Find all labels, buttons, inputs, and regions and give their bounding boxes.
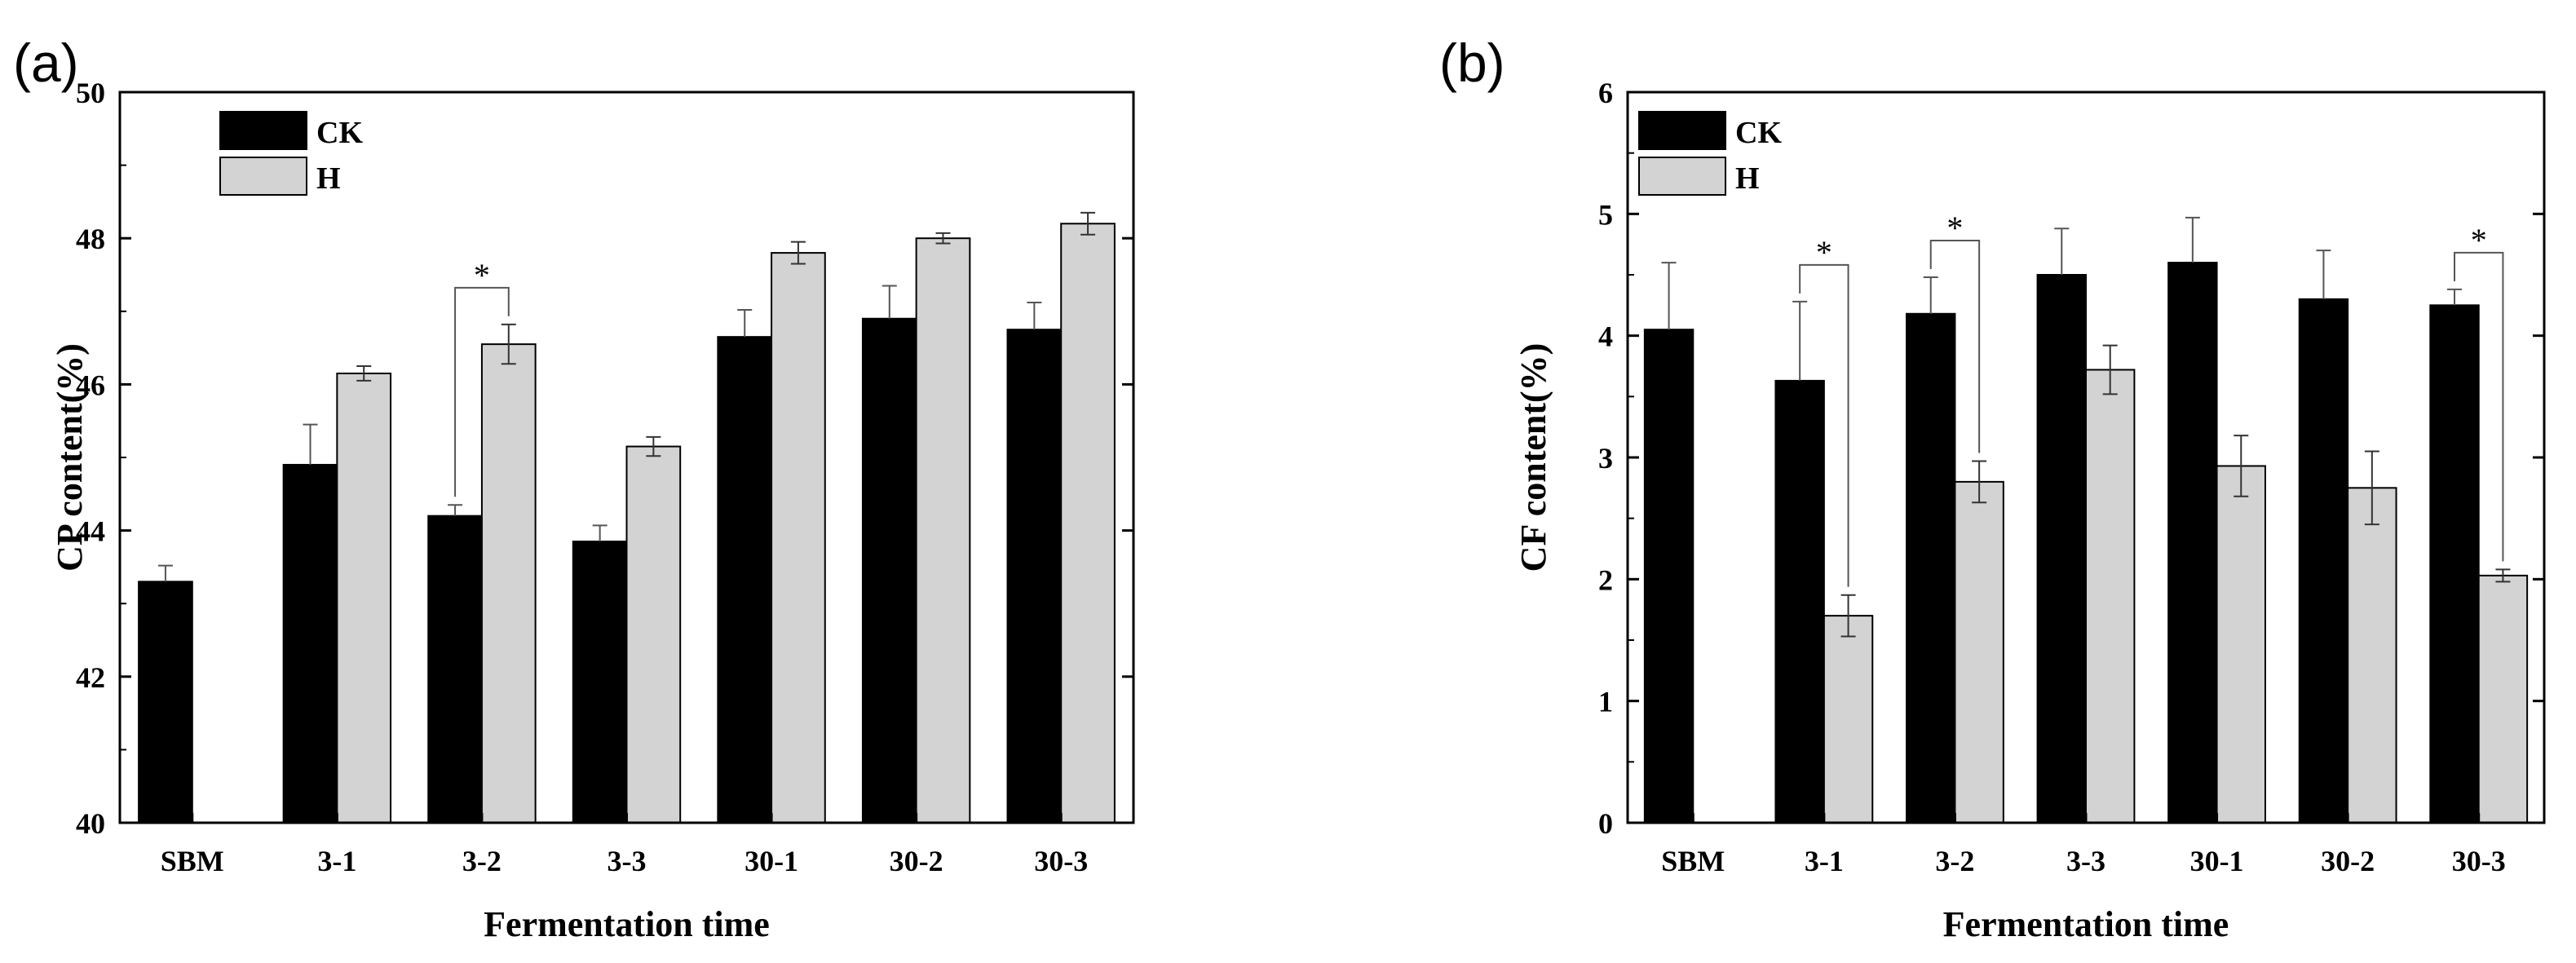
bar-ck-3-1 bbox=[1774, 379, 1825, 824]
bar-ck-3-3 bbox=[2036, 274, 2088, 824]
legend-label-h: H bbox=[1735, 161, 1760, 196]
x-tick-label-sbm: SBM bbox=[161, 845, 224, 877]
bar-h-30-2 bbox=[2347, 487, 2397, 824]
bar-h-3-1 bbox=[336, 372, 392, 824]
bar-ck-3-2 bbox=[1906, 312, 1956, 824]
legend-label-h: H bbox=[316, 161, 341, 196]
bar-h-3-2 bbox=[480, 343, 537, 824]
x-tick-label-30-1: 30-1 bbox=[2190, 845, 2244, 877]
x-tick-label-3-2: 3-2 bbox=[462, 845, 502, 877]
y-tick-label: 50 bbox=[76, 77, 105, 109]
x-tick-label-30-2: 30-2 bbox=[2321, 845, 2375, 877]
bar-h-30-1 bbox=[2216, 465, 2266, 824]
significance-mark-3-2: * bbox=[1946, 210, 1963, 246]
bar-ck-sbm bbox=[1643, 329, 1695, 824]
x-tick-label-sbm: SBM bbox=[1661, 845, 1725, 877]
significance-bracket-3-2 bbox=[1929, 239, 1981, 453]
bar-ck-3-2 bbox=[427, 515, 483, 824]
panel-label: (a) bbox=[13, 33, 79, 93]
bar-h-30-3 bbox=[1060, 223, 1116, 824]
x-axis-title: Fermentation time bbox=[484, 904, 770, 944]
y-tick-label: 48 bbox=[76, 223, 105, 255]
y-axis-title: CF content(%) bbox=[1513, 343, 1553, 572]
panel-label: (b) bbox=[1439, 33, 1505, 93]
x-tick-label-3-1: 3-1 bbox=[1805, 845, 1844, 877]
x-tick-label-3-3: 3-3 bbox=[608, 845, 647, 877]
y-tick-label: 2 bbox=[1598, 563, 1613, 596]
x-tick-label-30-3: 30-3 bbox=[2452, 845, 2506, 877]
y-tick-label: 46 bbox=[76, 369, 105, 401]
legend-swatch-ck bbox=[219, 111, 307, 150]
legend-swatch-ck bbox=[1638, 111, 1726, 150]
bar-ck-30-2 bbox=[2298, 298, 2349, 824]
significance-bracket-3-1 bbox=[1799, 263, 1849, 587]
y-tick-label: 40 bbox=[76, 807, 105, 840]
y-tick-label: 5 bbox=[1598, 198, 1613, 231]
y-tick-label: 4 bbox=[1598, 320, 1613, 353]
bar-h-30-2 bbox=[915, 237, 971, 824]
y-tick-label: 6 bbox=[1598, 77, 1613, 109]
bar-ck-30-2 bbox=[861, 317, 917, 824]
legend-label-ck: CK bbox=[316, 116, 363, 150]
bar-ck-3-3 bbox=[572, 541, 628, 824]
bar-h-3-2 bbox=[1954, 480, 2004, 824]
bar-ck-30-1 bbox=[717, 336, 773, 824]
legend-swatch-h bbox=[219, 157, 307, 196]
chart-panel-b: (b) * * * 0 1 2 3 4 5 6 SBM 3-1 3-2 3-3 30-1 30-2 30-3 Fer… bbox=[1439, 33, 2546, 944]
x-tick-label-30-3: 30-3 bbox=[1034, 845, 1088, 877]
y-tick-label: 3 bbox=[1598, 442, 1613, 475]
x-axis-title: Fermentation time bbox=[1943, 904, 2229, 944]
x-tick-label-30-1: 30-1 bbox=[745, 845, 798, 877]
bar-ck-30-3 bbox=[2429, 304, 2480, 824]
bar-ck-30-1 bbox=[2167, 262, 2218, 824]
x-tick-label-30-2: 30-2 bbox=[890, 845, 943, 877]
bar-h-3-3 bbox=[625, 445, 682, 824]
bar-h-3-3 bbox=[2085, 369, 2136, 824]
bar-ck-30-3 bbox=[1006, 329, 1063, 824]
bar-ck-sbm bbox=[138, 581, 193, 824]
x-tick-label-3-3: 3-3 bbox=[2066, 845, 2105, 877]
significance-mark-3-1: * bbox=[1816, 234, 1832, 271]
significance-bracket-30-3 bbox=[2454, 251, 2504, 562]
y-tick-label: 44 bbox=[76, 515, 105, 548]
x-tick-label-3-2: 3-2 bbox=[1935, 845, 1974, 877]
bar-h-3-1 bbox=[1823, 615, 1874, 824]
legend-swatch-h bbox=[1638, 157, 1726, 196]
significance-bracket-3-2 bbox=[454, 286, 510, 497]
y-tick-label: 42 bbox=[76, 661, 105, 694]
chart-panel-a: (a) * 40 42 44 46 48 50 SBM 3-1 3-2 3-3 30-1 30-2 30-3… bbox=[13, 33, 1135, 944]
bar-h-30-1 bbox=[771, 252, 826, 824]
legend-label-ck: CK bbox=[1735, 116, 1782, 150]
significance-mark-3-2: * bbox=[474, 257, 490, 294]
bar-ck-3-1 bbox=[282, 463, 338, 824]
significance-mark-30-3: * bbox=[2471, 222, 2487, 258]
bar-h-30-3 bbox=[2477, 574, 2529, 824]
x-tick-label-3-1: 3-1 bbox=[317, 845, 356, 877]
y-tick-label: 1 bbox=[1598, 686, 1613, 718]
y-axis-title: CP content(%) bbox=[50, 343, 90, 572]
y-tick-label: 0 bbox=[1598, 807, 1613, 840]
